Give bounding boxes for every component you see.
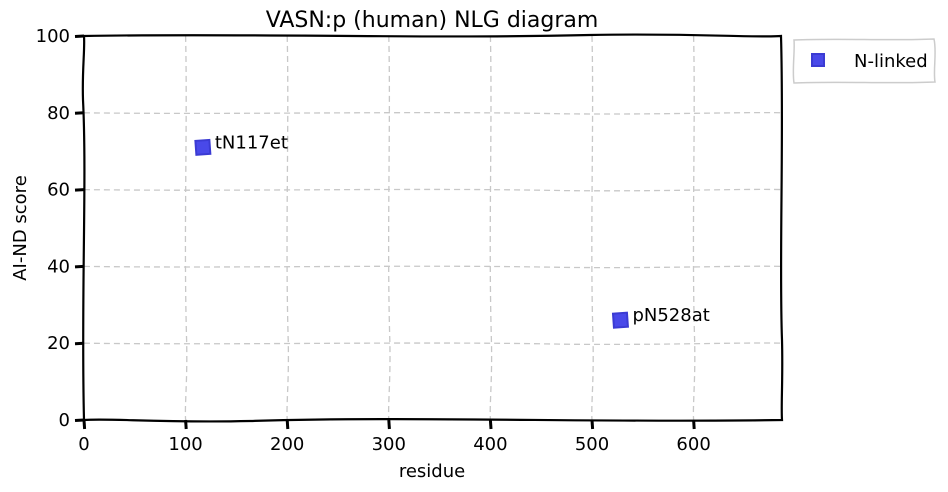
y-tick-mark — [74, 418, 85, 422]
x-tick-mark — [285, 419, 290, 430]
x-tick-mark — [590, 419, 595, 430]
y-tick-label: 60 — [47, 180, 70, 201]
y-tick-label: 80 — [47, 103, 70, 124]
x-gridline — [387, 35, 391, 421]
x-gridline — [591, 35, 594, 421]
data-point — [611, 311, 629, 329]
y-gridline — [83, 265, 783, 269]
y-tick-label: 20 — [47, 333, 70, 354]
y-tick-mark — [74, 111, 85, 115]
data-point — [194, 138, 212, 156]
data-point-label: pN528at — [632, 305, 709, 326]
x-tick-label: 200 — [270, 434, 304, 455]
grid — [83, 35, 783, 421]
y-axis-label: AI-ND score — [10, 175, 31, 281]
x-tick-mark — [82, 419, 87, 430]
y-tick-mark — [74, 34, 85, 38]
x-tick-label: 300 — [372, 434, 406, 455]
y-gridline — [83, 111, 783, 115]
data-point-label: tN117et — [215, 132, 288, 153]
x-tick-label: 500 — [575, 434, 609, 455]
chart-title: VASN:p (human) NLG diagram — [266, 8, 599, 33]
legend-marker-n-linked — [811, 53, 825, 67]
x-tick-mark — [184, 419, 188, 430]
x-tick-mark — [692, 419, 696, 430]
y-tick-mark — [74, 188, 85, 192]
plot-frame — [81, 33, 784, 423]
x-tick-label: 400 — [473, 434, 507, 455]
y-tick-label: 100 — [36, 26, 70, 47]
x-axis-label: residue — [399, 461, 465, 482]
y-gridline — [83, 188, 783, 192]
legend-label-n-linked: N-linked — [854, 51, 928, 72]
points: tN117et pN528at — [194, 132, 710, 329]
y-tick-label: 0 — [59, 410, 70, 431]
legend: N-linked — [792, 38, 936, 84]
y-tick-mark — [74, 341, 85, 346]
x-tick-mark — [387, 419, 391, 430]
y-tick-mark — [74, 264, 85, 269]
x-gridline — [184, 35, 188, 421]
x-tick-label: 100 — [168, 434, 202, 455]
y-gridline — [83, 342, 783, 346]
legend-box — [792, 38, 936, 84]
ticks: 0 100 200 300 400 500 600 0 20 40 60 80 100 — [36, 26, 711, 455]
x-gridline — [489, 35, 493, 421]
x-tick-mark — [488, 419, 493, 430]
x-tick-label: 600 — [676, 434, 710, 455]
x-gridline — [286, 35, 290, 421]
y-tick-label: 40 — [47, 256, 70, 277]
x-gridline — [692, 35, 696, 421]
x-tick-label: 0 — [78, 434, 89, 455]
